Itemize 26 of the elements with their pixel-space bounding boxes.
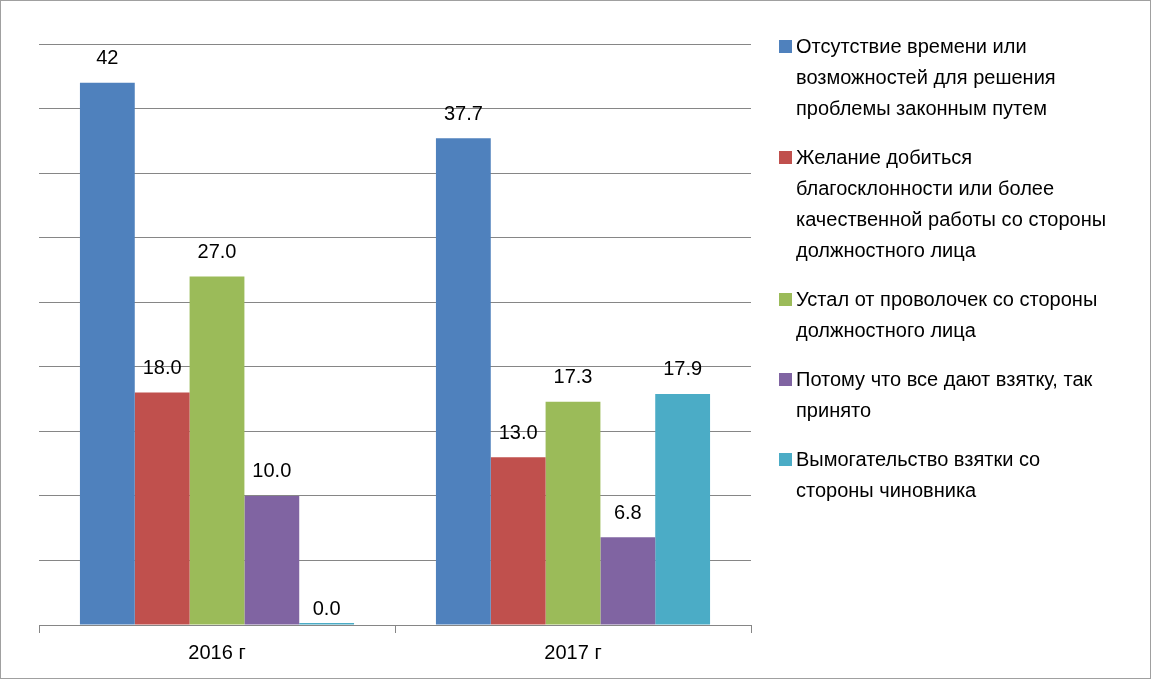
bar [435,138,491,625]
legend-label: Желание добиться благосклонности или более качественной работы со стороны должностного лица [796,145,1108,263]
data-label: 27.0 [197,239,237,262]
data-label: 18.0 [142,356,182,379]
data-label: 6.8 [613,500,642,523]
data-label: 37.7 [443,101,483,124]
bar [600,537,656,625]
bar [655,393,711,625]
bar [134,392,190,625]
x-tick-label: 2016 г [188,640,246,663]
data-label: 0.0 [312,596,341,619]
legend-label: Отсутствие времени или возможностей для решения проблемы законным путем [796,34,1057,121]
x-tick-label: 2017 г [544,640,602,663]
bar [244,495,300,625]
legend-label: Вымогательство взятки со стороны чиновника [796,447,1042,503]
bar [189,276,245,625]
bar [545,401,601,625]
data-label: 17.3 [553,365,593,388]
legend-label: Потому что все дают взятку, так принято [796,367,1094,423]
data-label: 13.0 [498,420,538,443]
bar [79,82,135,625]
data-label: 10.0 [252,459,292,482]
bar [490,457,546,625]
data-label: 17.9 [663,357,703,380]
data-label: 42 [96,46,119,69]
legend-label: Устал от проволочек со стороны должностного лица [796,287,1099,343]
